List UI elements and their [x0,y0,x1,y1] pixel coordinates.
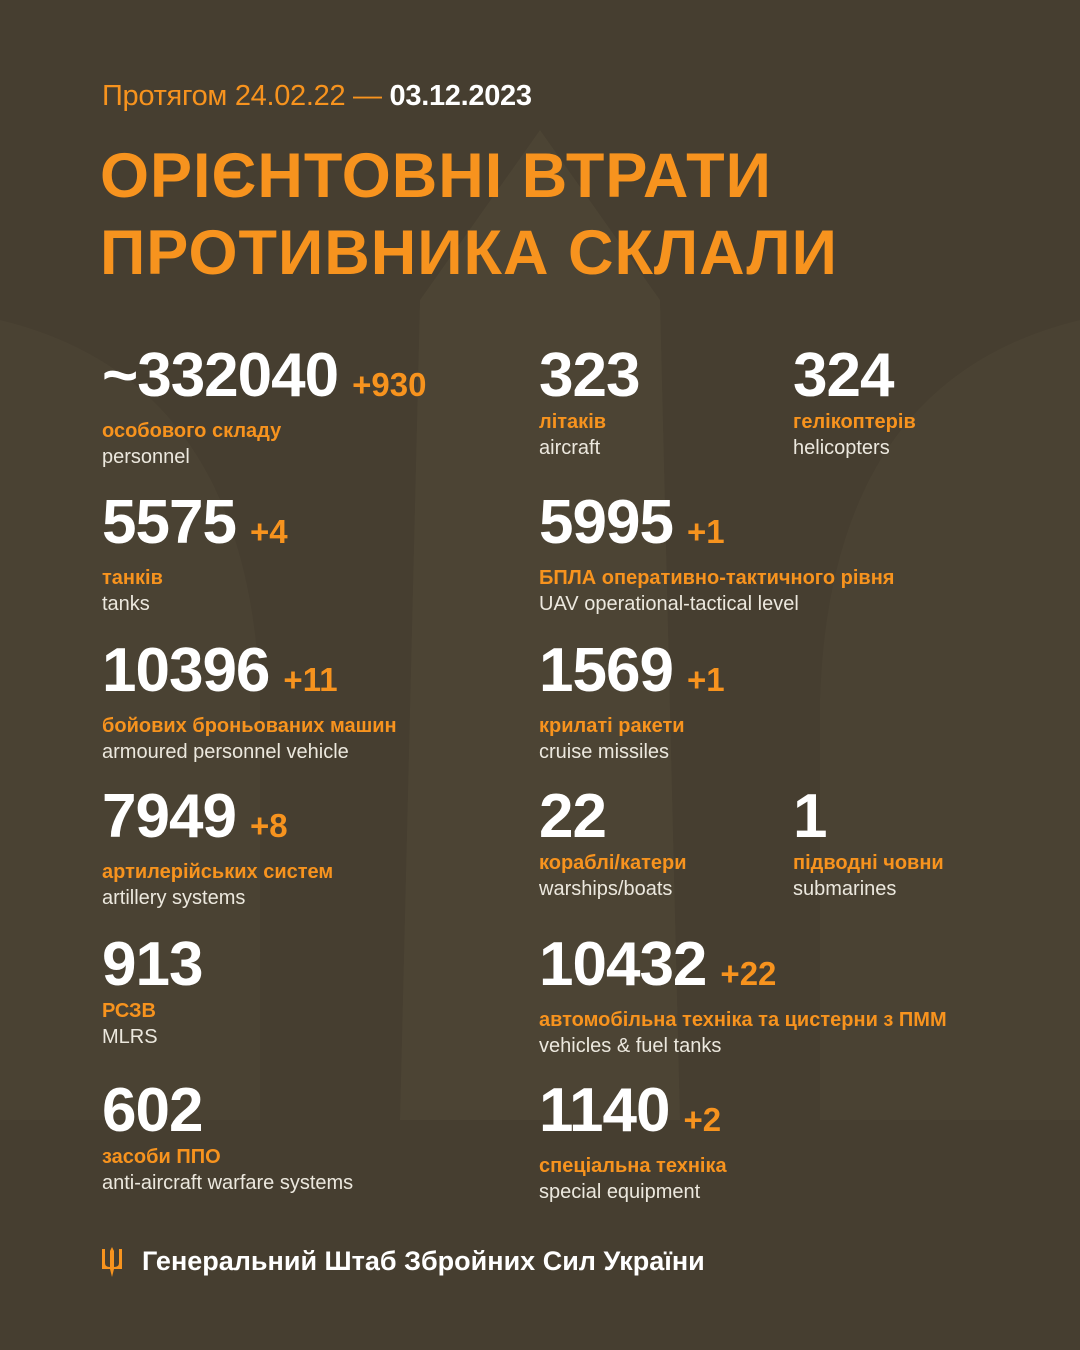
stat-special-equipment: 1140 +2 спеціальна техніка special equipme… [539,1076,727,1204]
period: Протягом 24.02.22 — 03.12.2023 [102,80,532,112]
stat-helicopters: 324 гелікоптерів helicopters [793,341,916,460]
stat-anti-aircraft: 602 засоби ППО anti-aircraft warfare syst… [102,1076,354,1195]
trident-icon [102,1246,122,1277]
stat-mlrs: 913 РСЗВ MLRS [102,930,203,1049]
page-title: ОРІЄНТОВНІ ВТРАТИ ПРОТИВНИКА СКЛАЛИ [100,141,838,288]
stat-vehicles: 10432 +22 автомобільна техніка та цистерн… [539,930,947,1058]
stat-apv: 10396 +11 бойових броньованих машин armour… [102,636,397,764]
stat-aircraft: 323 літаків aircraft [539,341,640,460]
stat-cruise-missiles: 1569 +1 крилаті ракети cruise missiles [539,636,725,764]
stat-artillery: 7949 +8 артилерійських систем artillery sy… [102,782,334,910]
stat-uav: 5995 +1 БПЛА оперативно-тактичного рівня U… [539,488,895,616]
footer-text: Генеральний Штаб Збройних Сил України [142,1246,705,1276]
stat-personnel: ~332040 +930 особового складу personnel [102,341,427,469]
footer: Генеральний Штаб Збройних Сил України [100,1246,705,1277]
stat-warships: 22 кораблі/катери warships/boats [539,782,687,901]
stat-submarines: 1 підводні човни submarines [793,782,944,901]
stat-tanks: 5575 +4 танків tanks [102,488,288,616]
